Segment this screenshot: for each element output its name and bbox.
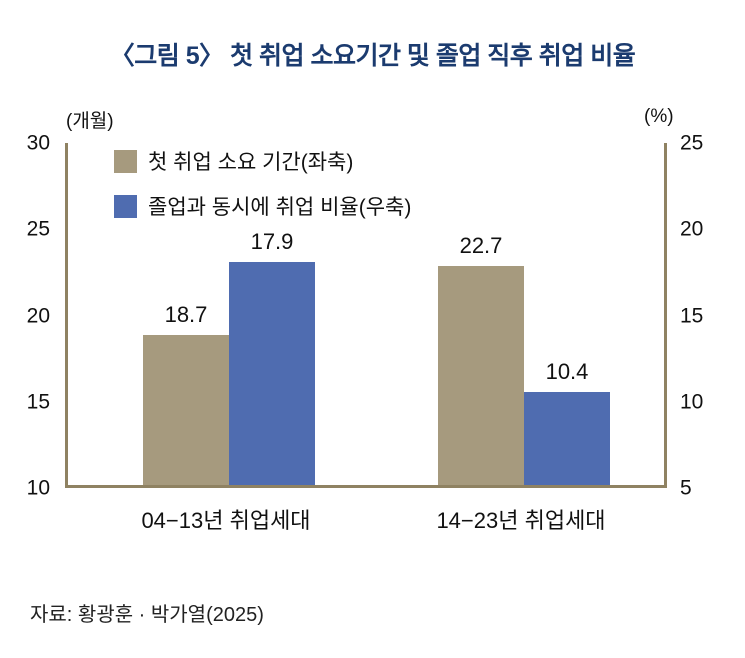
left-axis-tick: 15 [26,390,50,414]
bar-months: 22.7 [438,234,524,485]
right-axis-ticks: 25 20 15 10 5 [680,133,726,499]
left-axis-ticks: 30 25 20 15 10 [8,133,50,499]
right-axis-tick: 20 [680,217,704,241]
bar-percent: 17.9 [229,231,315,485]
left-axis-tick: 30 [26,131,50,155]
category-label: 14−23년 취업세대 [436,508,606,533]
legend-item: 첫 취업 소요 기간(좌축) [114,146,411,176]
bar-group: 18.7 17.9 [143,231,315,485]
legend-swatch [114,149,137,173]
right-axis-tick: 5 [680,476,692,500]
legend-swatch [114,194,137,218]
left-axis-tick: 10 [26,476,50,500]
legend-label: 졸업과 동시에 취업 비율(우축) [148,196,412,219]
bar-percent: 10.4 [524,360,610,485]
plot-area: 첫 취업 소요 기간(좌축) 졸업과 동시에 취업 비율(우축) 18.7 17.9… [65,143,667,488]
source-note: 자료: 황광훈 · 박가열(2025) [30,604,264,626]
bar-value-label: 18.7 [164,301,208,327]
left-axis-tick: 25 [26,217,50,241]
legend-item: 졸업과 동시에 취업 비율(우축) [114,191,411,221]
figure-title: 〈그림 5〉 첫 취업 소요기간 및 졸업 직후 취업 비율 [109,42,636,70]
bar-value-label: 10.4 [545,358,589,384]
left-axis-unit: (개월) [66,111,114,132]
legend: 첫 취업 소요 기간(좌축) 졸업과 동시에 취업 비율(우축) [114,146,411,236]
bar-value-label: 22.7 [459,232,503,258]
bar-group: 22.7 10.4 [438,234,610,485]
right-axis-tick: 25 [680,131,704,155]
bar-value-label: 17.9 [250,229,294,255]
left-axis-tick: 20 [26,304,50,327]
right-axis-tick: 10 [680,390,704,414]
category-label: 04−13년 취업세대 [141,508,311,533]
legend-label: 첫 취업 소요 기간(좌축) [148,151,354,174]
category-labels: 04−13년 취업세대 14−23년 취업세대 [0,503,745,533]
right-axis-tick: 15 [680,304,704,327]
bar-months: 18.7 [143,303,229,485]
right-axis-unit: (%) [644,106,674,127]
